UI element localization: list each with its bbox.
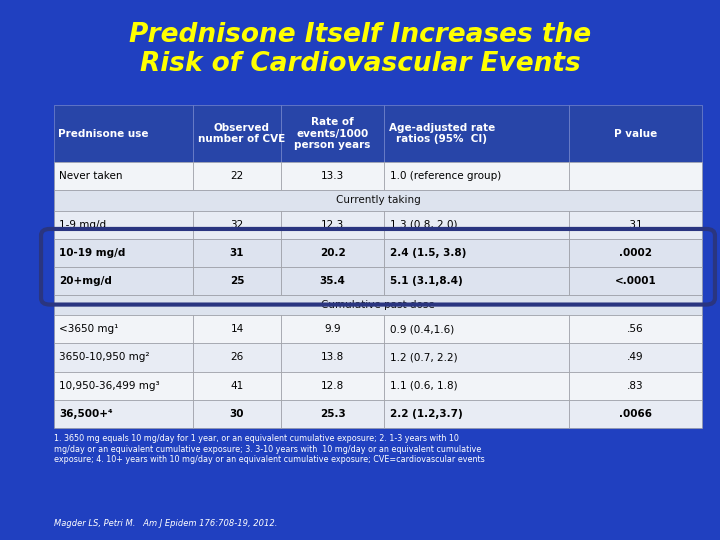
Bar <box>569 267 702 295</box>
Bar <box>281 105 384 162</box>
Text: Never taken: Never taken <box>59 171 122 181</box>
Bar <box>54 267 193 295</box>
Text: 3650-10,950 mg²: 3650-10,950 mg² <box>59 353 150 362</box>
Text: 9.9: 9.9 <box>324 325 341 334</box>
Bar <box>384 162 569 190</box>
Text: 10,950-36,499 mg³: 10,950-36,499 mg³ <box>59 381 160 390</box>
Text: 5.1 (3.1,8.4): 5.1 (3.1,8.4) <box>390 276 462 286</box>
Text: 1.1 (0.6, 1.8): 1.1 (0.6, 1.8) <box>390 381 457 390</box>
Bar <box>193 211 281 239</box>
Text: .83: .83 <box>627 381 644 390</box>
Bar <box>193 315 281 343</box>
Bar <box>384 343 569 372</box>
Text: Rate of
events/1000
person years: Rate of events/1000 person years <box>294 117 371 150</box>
Bar <box>281 343 384 372</box>
Bar <box>384 211 569 239</box>
Text: Prednisone Itself Increases the: Prednisone Itself Increases the <box>129 22 591 48</box>
Text: 1.0 (reference group): 1.0 (reference group) <box>390 171 501 181</box>
Bar <box>281 162 384 190</box>
Bar <box>569 162 702 190</box>
Text: 12.8: 12.8 <box>321 381 344 390</box>
Text: 31: 31 <box>230 248 244 258</box>
Bar <box>54 105 193 162</box>
Bar <box>281 239 384 267</box>
Bar <box>384 267 569 295</box>
Text: 20+mg/d: 20+mg/d <box>59 276 112 286</box>
Bar <box>54 239 193 267</box>
Text: 30: 30 <box>230 409 244 419</box>
Text: 1. 3650 mg equals 10 mg/day for 1 year, or an equivalent cumulative exposure; 2.: 1. 3650 mg equals 10 mg/day for 1 year, … <box>54 434 485 464</box>
Bar <box>193 239 281 267</box>
Bar <box>569 343 702 372</box>
Text: 0.9 (0.4,1.6): 0.9 (0.4,1.6) <box>390 325 454 334</box>
Text: .49: .49 <box>627 353 644 362</box>
Text: .31: .31 <box>627 220 644 229</box>
Text: 13.3: 13.3 <box>321 171 344 181</box>
Text: 25: 25 <box>230 276 244 286</box>
Bar <box>193 343 281 372</box>
Bar <box>193 400 281 428</box>
Text: 26: 26 <box>230 353 243 362</box>
Bar <box>384 372 569 400</box>
Bar <box>281 372 384 400</box>
Text: 12.3: 12.3 <box>321 220 344 229</box>
Bar <box>281 267 384 295</box>
Text: Currently taking: Currently taking <box>336 195 420 205</box>
Bar <box>569 372 702 400</box>
Bar <box>281 315 384 343</box>
Bar <box>281 400 384 428</box>
Bar <box>384 315 569 343</box>
Text: 32: 32 <box>230 220 243 229</box>
Text: 22: 22 <box>230 171 243 181</box>
Bar <box>54 343 193 372</box>
Bar <box>384 105 569 162</box>
Bar <box>54 315 193 343</box>
Bar <box>54 162 193 190</box>
Text: 20.2: 20.2 <box>320 248 346 258</box>
Bar <box>569 211 702 239</box>
Bar <box>384 400 569 428</box>
Bar <box>54 400 193 428</box>
Text: .0066: .0066 <box>619 409 652 419</box>
Bar <box>193 105 281 162</box>
Bar <box>54 190 702 211</box>
Text: .56: .56 <box>627 325 644 334</box>
Text: P value: P value <box>614 129 657 139</box>
Text: Magder LS, Petri M.   Am J Epidem 176:708-19, 2012.: Magder LS, Petri M. Am J Epidem 176:708-… <box>54 519 277 528</box>
Text: <.0001: <.0001 <box>615 276 657 286</box>
Text: Cumulative past dose: Cumulative past dose <box>321 300 435 310</box>
Text: 1.2 (0.7, 2.2): 1.2 (0.7, 2.2) <box>390 353 457 362</box>
Text: 10-19 mg/d: 10-19 mg/d <box>59 248 125 258</box>
Text: 1.3 (0.8, 2.0): 1.3 (0.8, 2.0) <box>390 220 457 229</box>
Bar <box>569 400 702 428</box>
Text: 13.8: 13.8 <box>321 353 344 362</box>
Bar <box>193 162 281 190</box>
Bar <box>54 295 702 315</box>
Bar <box>569 315 702 343</box>
Text: 1-9 mg/d: 1-9 mg/d <box>59 220 106 229</box>
Text: 25.3: 25.3 <box>320 409 346 419</box>
Bar <box>281 211 384 239</box>
Bar <box>54 211 193 239</box>
Text: 2.2 (1.2,3.7): 2.2 (1.2,3.7) <box>390 409 462 419</box>
Text: Risk of Cardiovascular Events: Risk of Cardiovascular Events <box>140 51 580 77</box>
Text: Age-adjusted rate
ratios (95%  CI): Age-adjusted rate ratios (95% CI) <box>389 123 495 144</box>
Text: .0002: .0002 <box>619 248 652 258</box>
Bar <box>384 239 569 267</box>
Bar <box>193 267 281 295</box>
Text: 36,500+⁴: 36,500+⁴ <box>59 409 112 419</box>
Bar <box>54 372 193 400</box>
Text: 14: 14 <box>230 325 243 334</box>
Bar <box>193 372 281 400</box>
Text: 41: 41 <box>230 381 243 390</box>
Bar <box>569 105 702 162</box>
Text: Prednisone use: Prednisone use <box>58 129 149 139</box>
Text: 2.4 (1.5, 3.8): 2.4 (1.5, 3.8) <box>390 248 466 258</box>
Text: <3650 mg¹: <3650 mg¹ <box>59 325 118 334</box>
Text: 35.4: 35.4 <box>320 276 346 286</box>
Text: Observed
number of CVE: Observed number of CVE <box>197 123 285 144</box>
Bar <box>569 239 702 267</box>
